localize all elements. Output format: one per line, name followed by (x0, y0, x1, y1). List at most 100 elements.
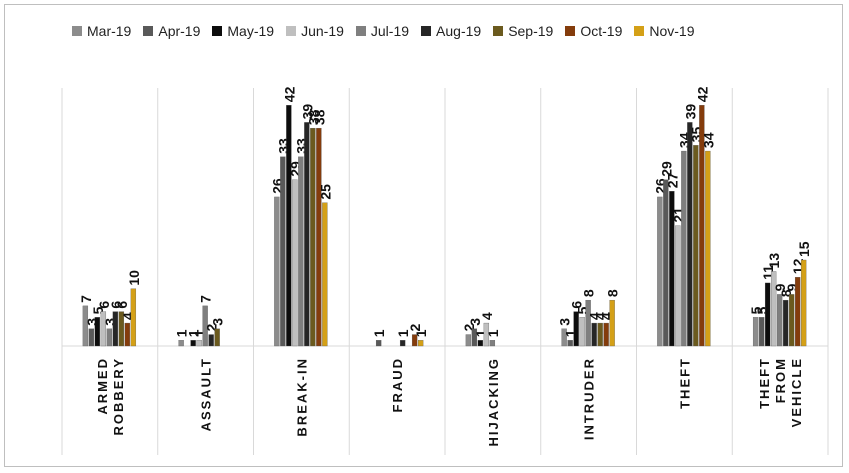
bar (567, 340, 573, 347)
bar (274, 196, 280, 347)
data-label: 42 (694, 86, 710, 102)
data-label: 3 (84, 318, 100, 326)
legend-item: Aug-19 (421, 20, 481, 42)
bar (214, 328, 220, 347)
category-label: FRAUD (390, 357, 405, 413)
data-label: 1 (485, 329, 501, 337)
category-label: INTRUDER (582, 357, 597, 440)
data-label: 13 (766, 253, 782, 269)
bar (106, 328, 113, 347)
bar (292, 179, 298, 347)
legend-item: May-19 (212, 20, 274, 42)
legend-item: Oct-19 (565, 20, 622, 42)
legend-item: Nov-19 (634, 20, 695, 42)
data-label: 5 (754, 306, 770, 314)
bar (681, 150, 687, 347)
data-label: 3 (210, 318, 226, 326)
data-label: 25 (317, 184, 333, 200)
legend-swatch (493, 26, 504, 36)
bar (800, 259, 807, 347)
category-label: FROM (773, 357, 788, 403)
bar (794, 277, 801, 347)
data-label: 4 (120, 312, 136, 320)
legend-swatch (355, 26, 366, 36)
bar (687, 122, 693, 347)
bar (465, 334, 472, 347)
bar (752, 317, 759, 347)
data-label: 7 (78, 295, 94, 303)
data-label: 9 (772, 283, 788, 291)
data-label: 6 (108, 301, 124, 309)
bar (573, 311, 579, 347)
legend-item: Jun-19 (286, 20, 344, 42)
data-label: 1 (371, 329, 387, 337)
bar (202, 305, 208, 347)
legend-label: Jul-19 (370, 23, 410, 39)
bar (130, 288, 137, 347)
bar (310, 127, 316, 347)
bar (699, 105, 705, 347)
bar (669, 191, 675, 347)
data-label: 1 (563, 329, 579, 337)
data-label: 9 (784, 283, 800, 291)
data-label: 39 (682, 104, 698, 120)
data-label: 3 (102, 318, 118, 326)
data-label: 4 (587, 312, 603, 320)
legend-label: Apr-19 (158, 23, 201, 39)
data-label: 42 (281, 86, 297, 102)
data-label: 7 (198, 295, 214, 303)
bar (399, 340, 406, 347)
bar (591, 322, 597, 347)
data-label: 1 (473, 329, 489, 337)
data-label: 6 (96, 301, 112, 309)
bar (100, 311, 107, 347)
data-label: 34 (700, 132, 716, 148)
data-label: 10 (126, 270, 142, 286)
category-label: VEHICLE (789, 357, 804, 427)
data-label: 27 (664, 172, 680, 188)
bar (782, 299, 789, 347)
bar (280, 156, 286, 347)
category-label: BREAK-IN (294, 357, 309, 437)
bar (208, 334, 214, 347)
bar (788, 294, 795, 347)
legend-swatch (286, 26, 297, 36)
legend-label: Aug-19 (436, 23, 482, 39)
data-label: 1 (174, 329, 190, 337)
legend-item: Jul-19 (355, 20, 410, 42)
bar (118, 311, 125, 347)
bar (94, 317, 101, 347)
data-label: 3 (557, 318, 573, 326)
category-label: ASSAULT (199, 357, 214, 431)
category-label: THEFT (757, 357, 772, 409)
data-label: 4 (593, 312, 609, 320)
legend-swatch (634, 26, 645, 36)
category-label: ARMED (95, 357, 110, 415)
bar (705, 150, 711, 347)
data-label: 38 (311, 109, 327, 125)
data-label: 1 (192, 329, 208, 337)
data-label: 2 (204, 324, 220, 332)
data-label: 8 (581, 289, 597, 297)
legend-label: Jun-19 (301, 23, 344, 39)
legend-swatch (72, 26, 82, 36)
bar (178, 340, 184, 347)
legend-label: Mar-19 (87, 23, 132, 39)
bar (82, 305, 89, 347)
legend-item: Sep-19 (493, 20, 553, 42)
data-label: 6 (569, 301, 585, 309)
bar (322, 202, 328, 347)
bar (585, 299, 591, 347)
bar (316, 127, 322, 347)
data-label: 1 (395, 329, 411, 337)
bar (776, 294, 783, 347)
bar (770, 271, 777, 347)
legend-label: Nov-19 (649, 23, 695, 39)
bar (609, 299, 615, 347)
bar (112, 311, 119, 347)
category-label: THEFT (677, 357, 692, 409)
legend-item: Mar-19 (72, 20, 131, 42)
bar (657, 196, 663, 347)
category-label: HIJACKING (486, 357, 501, 447)
